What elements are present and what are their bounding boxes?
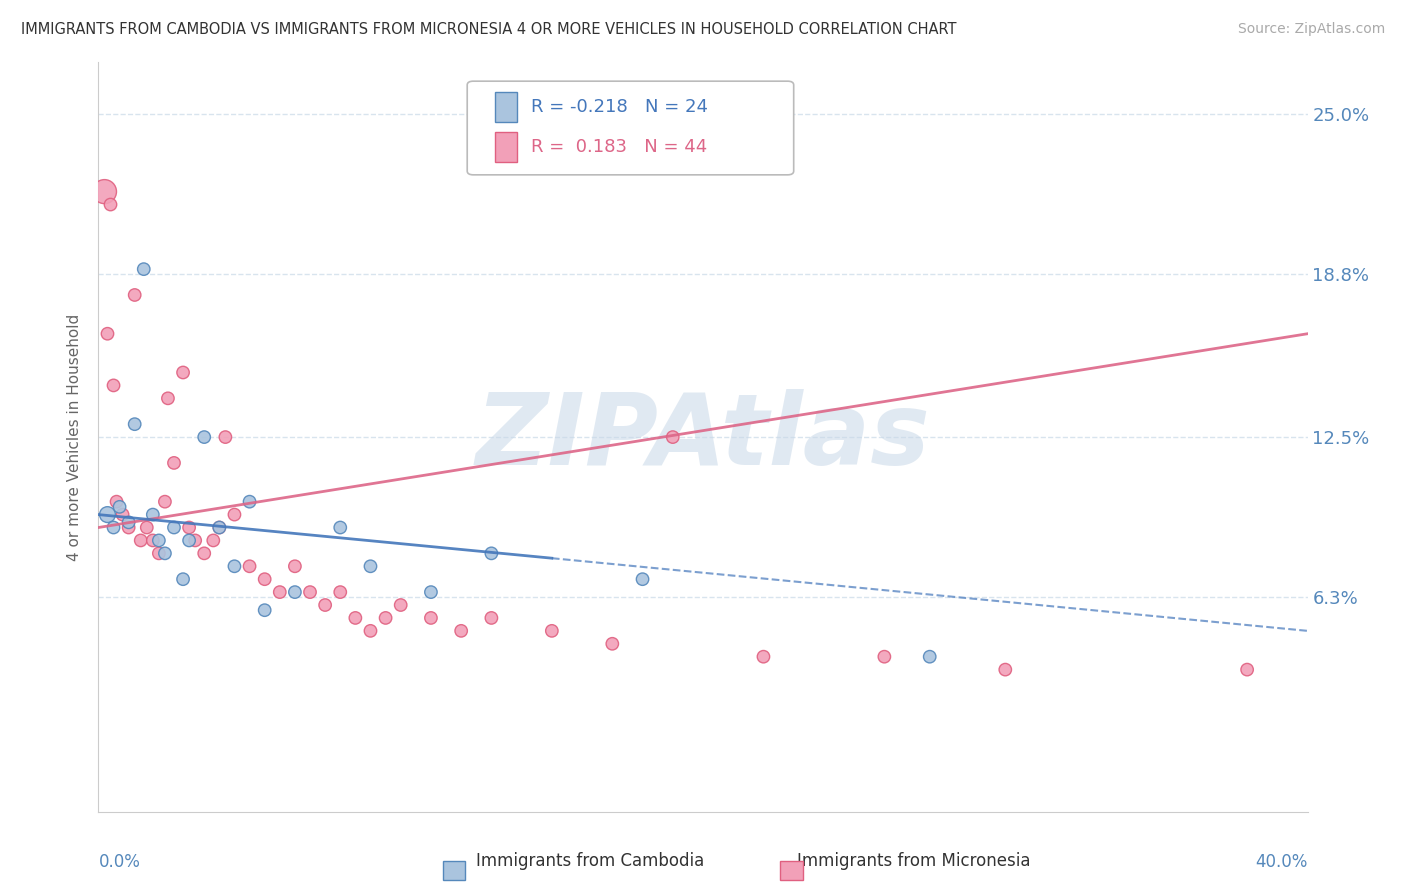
Point	[124, 417, 146, 432]
Point	[153, 546, 176, 560]
Point	[269, 585, 291, 599]
Point	[193, 430, 215, 444]
Point	[96, 508, 118, 522]
Point	[284, 585, 307, 599]
Point	[360, 624, 382, 638]
Text: 0.0%: 0.0%	[98, 853, 141, 871]
Point	[179, 533, 201, 548]
Point	[118, 520, 141, 534]
Point	[202, 533, 225, 548]
Point	[193, 546, 215, 560]
Point	[214, 430, 236, 444]
Point	[602, 637, 624, 651]
Point	[1236, 663, 1258, 677]
Point	[360, 559, 382, 574]
Point	[299, 585, 322, 599]
Text: Immigrants from Micronesia: Immigrants from Micronesia	[797, 852, 1031, 870]
Point	[184, 533, 207, 548]
Point	[224, 508, 246, 522]
Point	[148, 533, 170, 548]
Point	[142, 533, 165, 548]
Point	[420, 611, 443, 625]
Text: Source: ZipAtlas.com: Source: ZipAtlas.com	[1237, 22, 1385, 37]
Point	[239, 559, 262, 574]
Point	[208, 520, 231, 534]
Point	[108, 500, 131, 514]
FancyBboxPatch shape	[467, 81, 793, 175]
Point	[329, 585, 352, 599]
Bar	[495, 132, 517, 162]
Point	[124, 288, 146, 302]
Text: ZIPAtlas: ZIPAtlas	[475, 389, 931, 485]
Text: 40.0%: 40.0%	[1256, 853, 1308, 871]
Point	[111, 508, 134, 522]
Point	[253, 603, 276, 617]
Point	[540, 624, 562, 638]
Point	[314, 598, 336, 612]
Point	[132, 262, 155, 277]
Point	[918, 649, 941, 664]
Point	[179, 520, 201, 534]
Point	[118, 516, 141, 530]
Point	[374, 611, 396, 625]
Point	[129, 533, 152, 548]
Point	[103, 520, 125, 534]
Point	[100, 197, 122, 211]
Text: IMMIGRANTS FROM CAMBODIA VS IMMIGRANTS FROM MICRONESIA 4 OR MORE VEHICLES IN HOU: IMMIGRANTS FROM CAMBODIA VS IMMIGRANTS F…	[21, 22, 956, 37]
Point	[163, 520, 186, 534]
Point	[105, 494, 128, 508]
Point	[172, 572, 194, 586]
Y-axis label: 4 or more Vehicles in Household: 4 or more Vehicles in Household	[67, 313, 83, 561]
Point	[224, 559, 246, 574]
Text: R = -0.218   N = 24: R = -0.218 N = 24	[531, 98, 709, 116]
Point	[344, 611, 367, 625]
Point	[661, 430, 683, 444]
Text: Immigrants from Cambodia: Immigrants from Cambodia	[477, 852, 704, 870]
Point	[103, 378, 125, 392]
Point	[172, 366, 194, 380]
Bar	[495, 93, 517, 122]
Point	[208, 520, 231, 534]
Point	[420, 585, 443, 599]
Point	[148, 546, 170, 560]
Point	[389, 598, 412, 612]
Text: R =  0.183   N = 44: R = 0.183 N = 44	[531, 138, 707, 156]
Point	[253, 572, 276, 586]
Point	[450, 624, 472, 638]
Point	[163, 456, 186, 470]
Point	[481, 546, 503, 560]
Point	[93, 185, 115, 199]
Point	[153, 494, 176, 508]
Point	[631, 572, 654, 586]
Point	[329, 520, 352, 534]
Point	[156, 392, 179, 406]
Point	[135, 520, 157, 534]
Point	[994, 663, 1017, 677]
Point	[481, 611, 503, 625]
Point	[96, 326, 118, 341]
Point	[873, 649, 896, 664]
Point	[284, 559, 307, 574]
Point	[752, 649, 775, 664]
Point	[239, 494, 262, 508]
Point	[142, 508, 165, 522]
